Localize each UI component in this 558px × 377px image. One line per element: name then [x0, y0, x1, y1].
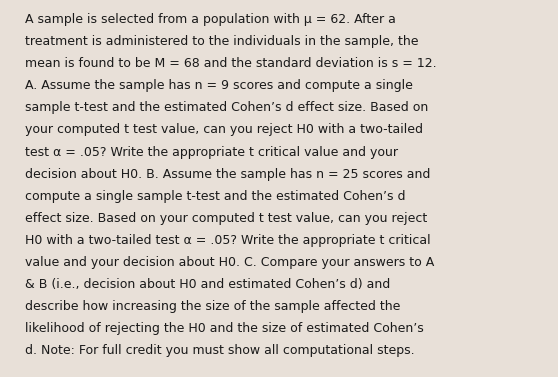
- Text: compute a single sample t-test and the estimated Cohen’s d: compute a single sample t-test and the e…: [25, 190, 406, 202]
- Text: test α = .05? Write the appropriate t critical value and your: test α = .05? Write the appropriate t cr…: [25, 146, 398, 158]
- Text: A. Assume the sample has n = 9 scores and compute a single: A. Assume the sample has n = 9 scores an…: [25, 80, 413, 92]
- Text: value and your decision about H0. C. Compare your answers to A: value and your decision about H0. C. Com…: [25, 256, 434, 269]
- Text: decision about H0. B. Assume the sample has n = 25 scores and: decision about H0. B. Assume the sample …: [25, 168, 430, 181]
- Text: H0 with a two-tailed test α = .05? Write the appropriate t critical: H0 with a two-tailed test α = .05? Write…: [25, 234, 431, 247]
- Text: A sample is selected from a population with μ = 62. After a: A sample is selected from a population w…: [25, 13, 396, 26]
- Text: your computed t test value, can you reject H0 with a two-tailed: your computed t test value, can you reje…: [25, 124, 423, 136]
- Text: describe how increasing the size of the sample affected the: describe how increasing the size of the …: [25, 300, 401, 313]
- Text: likelihood of rejecting the H0 and the size of estimated Cohen’s: likelihood of rejecting the H0 and the s…: [25, 322, 424, 335]
- Text: d. Note: For full credit you must show all computational steps.: d. Note: For full credit you must show a…: [25, 344, 415, 357]
- Text: treatment is administered to the individuals in the sample, the: treatment is administered to the individ…: [25, 35, 418, 48]
- Text: effect size. Based on your computed t test value, can you reject: effect size. Based on your computed t te…: [25, 212, 427, 225]
- Text: mean is found to be M = 68 and the standard deviation is s = 12.: mean is found to be M = 68 and the stand…: [25, 57, 437, 70]
- Text: sample t-test and the estimated Cohen’s d effect size. Based on: sample t-test and the estimated Cohen’s …: [25, 101, 429, 114]
- Text: & B (i.e., decision about H0 and estimated Cohen’s d) and: & B (i.e., decision about H0 and estimat…: [25, 278, 391, 291]
